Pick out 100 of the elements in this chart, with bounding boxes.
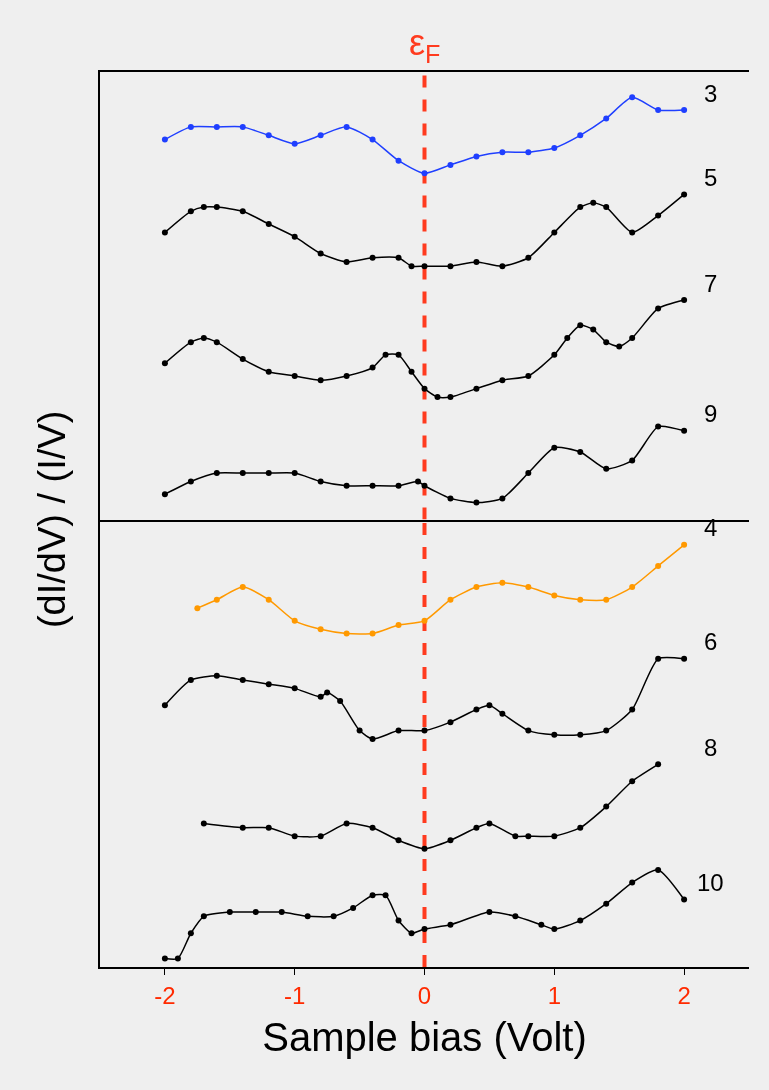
- point: [447, 394, 454, 401]
- point: [369, 136, 376, 143]
- point: [434, 394, 441, 401]
- point: [577, 448, 584, 455]
- point: [421, 385, 428, 392]
- point: [239, 123, 246, 130]
- point: [395, 351, 402, 358]
- point: [603, 339, 610, 346]
- point: [395, 917, 402, 924]
- point: [590, 199, 597, 206]
- point: [382, 351, 389, 358]
- point: [473, 385, 480, 392]
- point: [213, 470, 220, 477]
- point: [525, 833, 532, 840]
- point: [473, 153, 480, 160]
- point: [337, 698, 344, 705]
- point: [343, 372, 350, 379]
- point: [343, 123, 350, 130]
- point: [629, 94, 636, 101]
- point: [187, 930, 194, 937]
- point: [187, 123, 194, 130]
- point: [343, 258, 350, 265]
- point: [317, 833, 324, 840]
- point: [395, 157, 402, 164]
- point: [486, 702, 493, 709]
- point: [655, 107, 662, 113]
- point: [343, 630, 350, 637]
- x-tick-label: 2: [677, 981, 691, 1009]
- point: [291, 372, 298, 379]
- point: [265, 220, 272, 227]
- point: [525, 254, 532, 261]
- point: [603, 596, 610, 603]
- point: [239, 356, 246, 363]
- point: [265, 368, 272, 375]
- point: [499, 377, 506, 384]
- point: [603, 204, 610, 211]
- point: [291, 233, 298, 240]
- point: [551, 731, 558, 738]
- point: [408, 368, 415, 375]
- point: [525, 584, 532, 591]
- point: [499, 263, 506, 270]
- point: [317, 132, 324, 139]
- series-label: 6: [704, 628, 718, 655]
- point: [629, 229, 636, 236]
- point: [161, 136, 168, 143]
- point: [265, 681, 272, 688]
- point: [603, 115, 610, 122]
- point: [473, 499, 480, 506]
- point: [447, 495, 454, 502]
- point: [226, 909, 233, 916]
- point: [499, 710, 506, 717]
- point: [200, 820, 207, 827]
- point: [369, 482, 376, 489]
- point: [447, 263, 454, 270]
- point: [525, 727, 532, 734]
- point: [187, 676, 194, 683]
- point: [421, 263, 428, 270]
- point: [499, 149, 506, 156]
- point: [473, 258, 480, 265]
- point: [330, 913, 337, 920]
- point: [447, 921, 454, 928]
- series-label: 7: [704, 270, 718, 297]
- point: [629, 334, 636, 341]
- point: [551, 926, 558, 932]
- point: [525, 149, 532, 156]
- point: [252, 909, 259, 916]
- x-tick-label: 1: [547, 981, 561, 1009]
- point: [369, 736, 376, 743]
- point: [551, 144, 558, 151]
- point: [395, 622, 402, 629]
- point: [239, 824, 246, 831]
- point: [447, 596, 454, 603]
- point: [616, 343, 623, 350]
- point: [577, 824, 584, 831]
- point: [317, 478, 324, 485]
- point: [590, 326, 597, 333]
- point: [447, 837, 454, 844]
- point: [681, 655, 688, 662]
- point: [239, 470, 246, 477]
- point: [629, 706, 636, 713]
- point: [551, 444, 558, 451]
- point: [681, 896, 688, 903]
- point: [161, 702, 168, 709]
- point: [525, 470, 532, 477]
- point: [213, 123, 220, 130]
- point: [486, 820, 493, 827]
- point: [681, 296, 688, 303]
- point: [421, 170, 428, 177]
- point: [265, 596, 272, 603]
- point: [421, 482, 428, 489]
- point: [187, 478, 194, 485]
- point: [161, 229, 168, 236]
- point: [655, 761, 662, 768]
- point: [577, 917, 584, 924]
- point: [473, 584, 480, 591]
- x-tick-label: 0: [417, 981, 432, 1009]
- point: [395, 837, 402, 844]
- point: [603, 465, 610, 472]
- point: [577, 204, 584, 211]
- point: [161, 491, 168, 498]
